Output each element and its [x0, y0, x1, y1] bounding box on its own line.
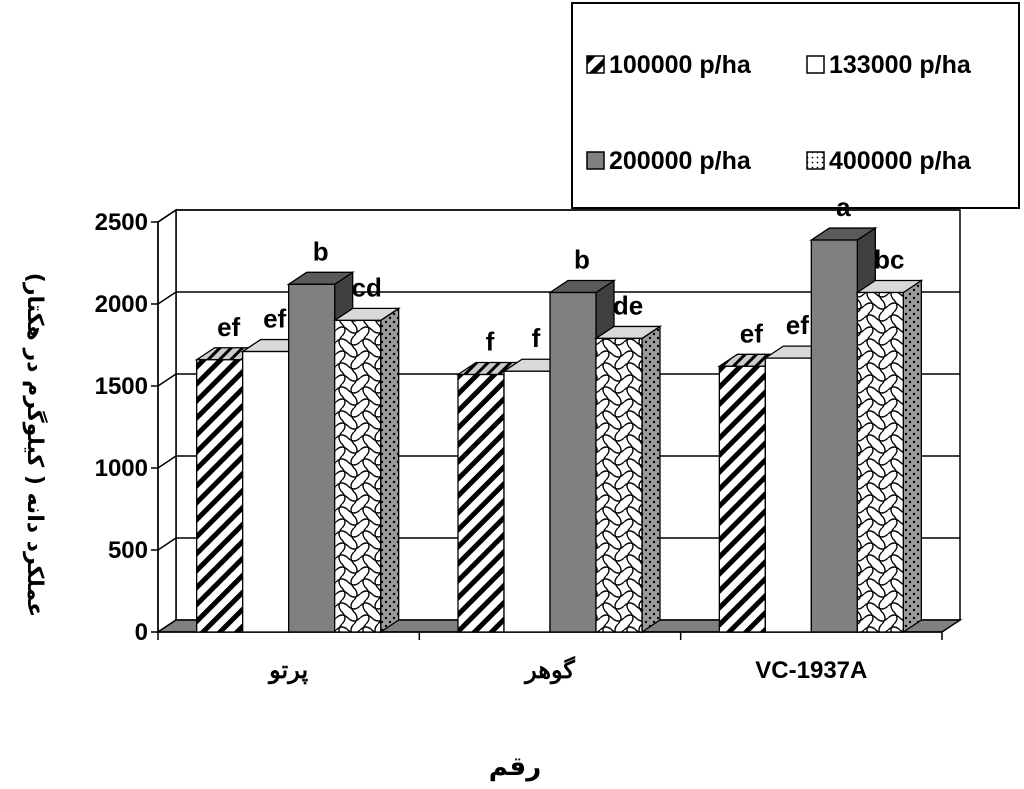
significance-letter: bc: [874, 245, 904, 275]
y-axis-ticks: 0 500 1000 1500 2000 2500: [95, 209, 159, 646]
significance-letter: ef: [740, 318, 763, 348]
bars: [194, 226, 924, 634]
y-tick-label: 500: [108, 537, 148, 564]
bar-front: [810, 239, 858, 633]
legend-swatch-3: [586, 151, 605, 170]
gridline-side: [157, 209, 177, 223]
significance-letter: b: [313, 236, 329, 266]
side-wall: [157, 208, 177, 634]
x-category-label: پرتو: [267, 657, 308, 685]
bar-4-2: [593, 325, 663, 634]
legend-swatch-4: [806, 151, 825, 170]
bar-front: [288, 283, 336, 633]
gridline-side: [157, 373, 177, 387]
legend-swatch-2: [806, 55, 825, 74]
significance-letter: f: [486, 327, 495, 357]
legend-label-4: 400000 p/ha: [829, 147, 972, 175]
significance-letter: f: [532, 323, 541, 353]
y-tick-label: 2500: [95, 209, 148, 236]
bar-4-3: [855, 279, 924, 634]
bar-front: [718, 365, 766, 633]
bar-front: [503, 370, 551, 633]
bar-side: [641, 325, 661, 634]
bar-front: [457, 373, 505, 633]
bar-front: [764, 357, 812, 633]
legend-item-4: 400000 p/ha: [806, 147, 972, 175]
x-category-label: گوهر: [523, 655, 575, 685]
significance-letter: cd: [351, 272, 381, 302]
legend: 100000 p/ha 133000 p/ha 200000 p/ha 4000…: [571, 2, 1020, 209]
legend-label-1: 100000 p/ha: [609, 51, 752, 79]
legend-item-1: 100000 p/ha: [586, 51, 752, 79]
legend-item-2: 133000 p/ha: [806, 51, 972, 79]
legend-box: [571, 2, 1020, 209]
legend-swatch-1: [586, 55, 605, 74]
bar-front: [334, 319, 382, 633]
bar-4-1: [332, 307, 401, 634]
y-tick-label: 2000: [95, 291, 148, 318]
significance-letter: b: [574, 245, 590, 275]
significance-letter: ef: [217, 312, 240, 342]
bar-side: [902, 279, 922, 634]
y-tick-label: 0: [135, 619, 148, 646]
bar-front: [549, 291, 597, 633]
significance-letter: ef: [786, 310, 809, 340]
significance-letter: de: [613, 290, 643, 320]
significance-letter: a: [836, 192, 851, 222]
significance-letter: ef: [263, 304, 286, 334]
x-axis-categories: پرتو گوهر VC-1937A: [157, 632, 943, 685]
x-category-label: VC-1937A: [755, 657, 867, 684]
gridline-side: [157, 455, 177, 469]
legend-label-3: 200000 p/ha: [609, 147, 752, 175]
bar-front: [595, 337, 643, 633]
bar-front: [856, 291, 904, 633]
gridline-side: [157, 537, 177, 551]
bar-front: [242, 350, 290, 633]
y-tick-label: 1500: [95, 373, 148, 400]
legend-item-3: 200000 p/ha: [586, 147, 752, 175]
x-axis-title: رقم: [489, 752, 541, 782]
y-axis-title: عملكرد دانه ( كيلوگرم در هكتار): [22, 273, 49, 617]
legend-label-2: 133000 p/ha: [829, 51, 972, 79]
bar-front: [196, 359, 244, 633]
y-tick-label: 1000: [95, 455, 148, 482]
gridline-side: [157, 291, 177, 305]
bar-side: [380, 307, 400, 634]
